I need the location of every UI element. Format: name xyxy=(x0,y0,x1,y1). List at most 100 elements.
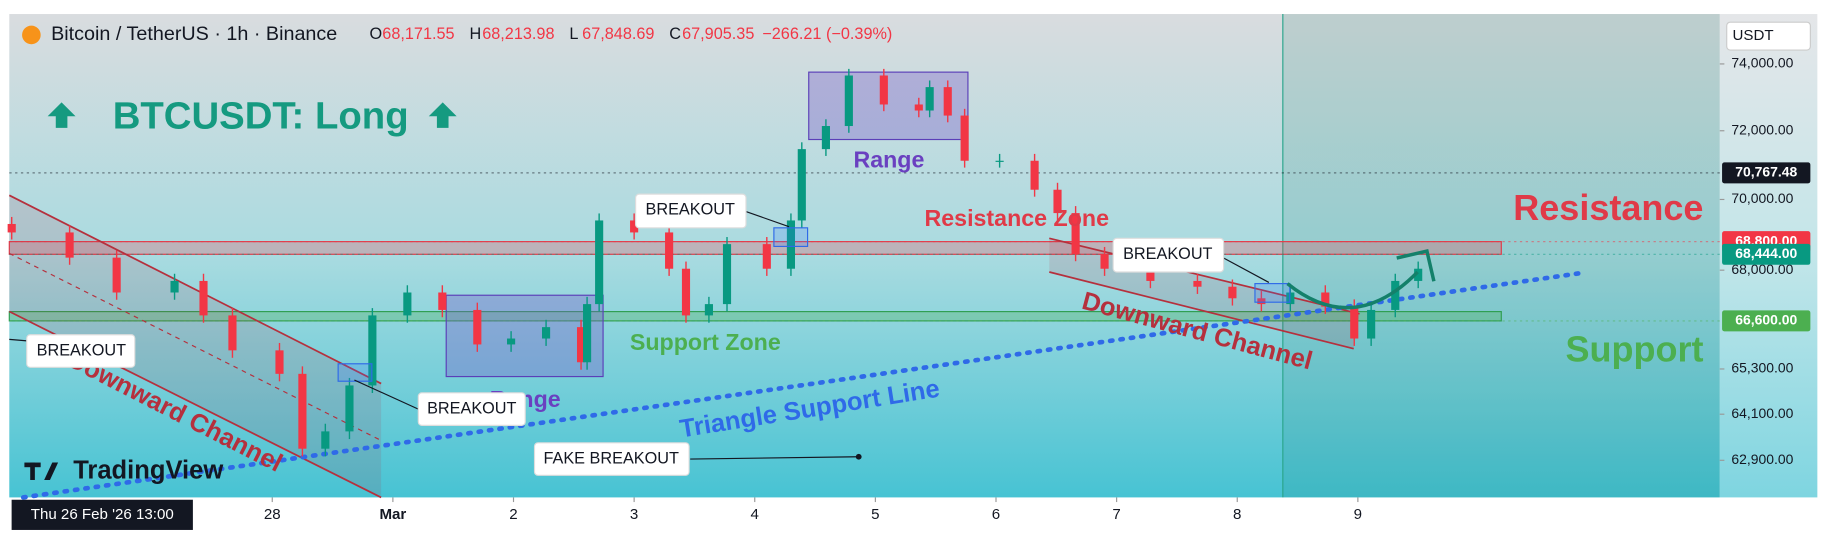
y-tick-label: 64,100.00 xyxy=(1731,405,1793,421)
candle-body xyxy=(943,87,952,116)
candle-body xyxy=(914,104,923,111)
candle-body xyxy=(1367,309,1376,339)
callout-text: BREAKOUT xyxy=(1123,245,1212,263)
ohlc-value: 67,905.35 xyxy=(682,25,754,43)
candle-body xyxy=(960,115,969,161)
candle-body xyxy=(595,220,604,305)
y-tick-label: 65,300.00 xyxy=(1731,360,1793,376)
currency-box xyxy=(1726,21,1811,51)
candle-body xyxy=(1257,298,1266,305)
x-tick-label: 6 xyxy=(992,506,1000,523)
x-tick-label: 4 xyxy=(751,506,759,523)
plot-bg xyxy=(9,14,1720,498)
callout-line xyxy=(745,211,790,228)
y-tick-label: 62,900.00 xyxy=(1731,451,1793,467)
up-arrow xyxy=(428,102,457,128)
candle-body xyxy=(995,160,1004,162)
candle-body xyxy=(1030,160,1039,190)
candle-body xyxy=(199,280,208,316)
price-tag-label: 68,444.00 xyxy=(1735,245,1797,261)
candle-body xyxy=(704,304,713,316)
y-tick-label: 70,000.00 xyxy=(1731,190,1793,206)
triangle-support-line xyxy=(20,270,1583,500)
crosshair-label: Thu 26 Feb '26 13:00 xyxy=(31,506,174,523)
breakout-box xyxy=(773,227,809,248)
callout-line xyxy=(1223,257,1270,283)
x-tick-label: 7 xyxy=(1112,506,1120,523)
candle-body xyxy=(879,75,888,105)
x-tick-label: 3 xyxy=(630,506,638,523)
candle-body xyxy=(630,220,639,233)
callout-box xyxy=(417,392,526,426)
callout-dot xyxy=(855,453,862,460)
logo: TradingView xyxy=(24,457,223,485)
callout-line xyxy=(354,379,419,410)
ohlc-key: O xyxy=(370,25,383,43)
logo-mark xyxy=(44,462,59,480)
channel-line xyxy=(1049,271,1354,350)
callout-text: BREAKOUT xyxy=(427,399,516,417)
candle-body xyxy=(1228,286,1237,299)
title-annotation: BTCUSDT: Long xyxy=(113,95,409,138)
candle-body xyxy=(925,87,934,111)
candle-body xyxy=(1414,268,1423,281)
candle-body xyxy=(821,126,830,150)
range-box xyxy=(445,294,604,378)
candle-body xyxy=(1350,306,1359,339)
x-tick-label: 9 xyxy=(1354,506,1362,523)
candle-body xyxy=(7,223,16,233)
candle-body xyxy=(345,385,354,432)
range-box xyxy=(808,71,969,141)
x-tick-label: 5 xyxy=(871,506,879,523)
ohlc-key: L xyxy=(569,25,578,43)
crosshair-box xyxy=(11,499,193,530)
callout-text: FAKE BREAKOUT xyxy=(543,449,679,467)
candle-body xyxy=(1391,280,1400,310)
candle-body xyxy=(576,327,586,363)
candle-body xyxy=(665,232,674,269)
ohlc-value: 68,171.55 xyxy=(382,25,454,43)
breakout-box xyxy=(1254,283,1291,303)
candle-body xyxy=(403,292,412,316)
candle-body xyxy=(1071,213,1080,255)
currency: USDT xyxy=(1733,27,1774,44)
callout-text: BREAKOUT xyxy=(646,201,735,219)
y-tick-label: 68,000.00 xyxy=(1731,261,1793,277)
callout-text: BREAKOUT xyxy=(37,341,126,359)
axes: 74,000.00 72,000.00 70,000.00 68,000.00 65,3… xyxy=(264,55,1811,523)
logo-text: TradingView xyxy=(73,457,223,485)
ohlc-key: C xyxy=(669,25,681,43)
ohlc-value: 68,213.98 xyxy=(482,25,554,43)
x-tick-label: 8 xyxy=(1233,506,1241,523)
projection-arrow xyxy=(1286,270,1419,310)
candle-body xyxy=(228,315,237,351)
resistance-label: Resistance xyxy=(1513,187,1703,228)
candle-body xyxy=(507,338,516,345)
zone xyxy=(8,241,1502,255)
y-tick-label: 74,000.00 xyxy=(1731,55,1793,71)
breakout-box xyxy=(337,363,373,382)
candle-body xyxy=(542,327,551,339)
price-tag-label: 66,600.00 xyxy=(1735,312,1797,328)
candle-body xyxy=(1053,189,1062,214)
candle-body xyxy=(797,149,806,221)
candle-body xyxy=(583,304,592,363)
candle-body xyxy=(1193,280,1202,287)
y-tick-label: 72,000.00 xyxy=(1731,121,1793,137)
projection-arrowhead xyxy=(1396,248,1436,282)
candle-body xyxy=(473,309,482,345)
channel-mid xyxy=(9,252,382,441)
callout-box xyxy=(635,193,747,229)
ohlc-legend: O 68,171.55 H 68,213.98 L 67,848.69 C 67,905.35… xyxy=(370,25,893,43)
candle-body xyxy=(170,280,179,293)
callout-box xyxy=(1112,237,1225,273)
candle-body xyxy=(844,75,853,127)
symbol: Bitcoin / TetherUS · 1h · Binance xyxy=(51,23,337,45)
candle-body xyxy=(321,431,330,449)
candle-body xyxy=(722,244,732,305)
candle-body xyxy=(298,373,307,449)
price-tag xyxy=(1722,162,1811,184)
callout-line xyxy=(690,456,859,460)
